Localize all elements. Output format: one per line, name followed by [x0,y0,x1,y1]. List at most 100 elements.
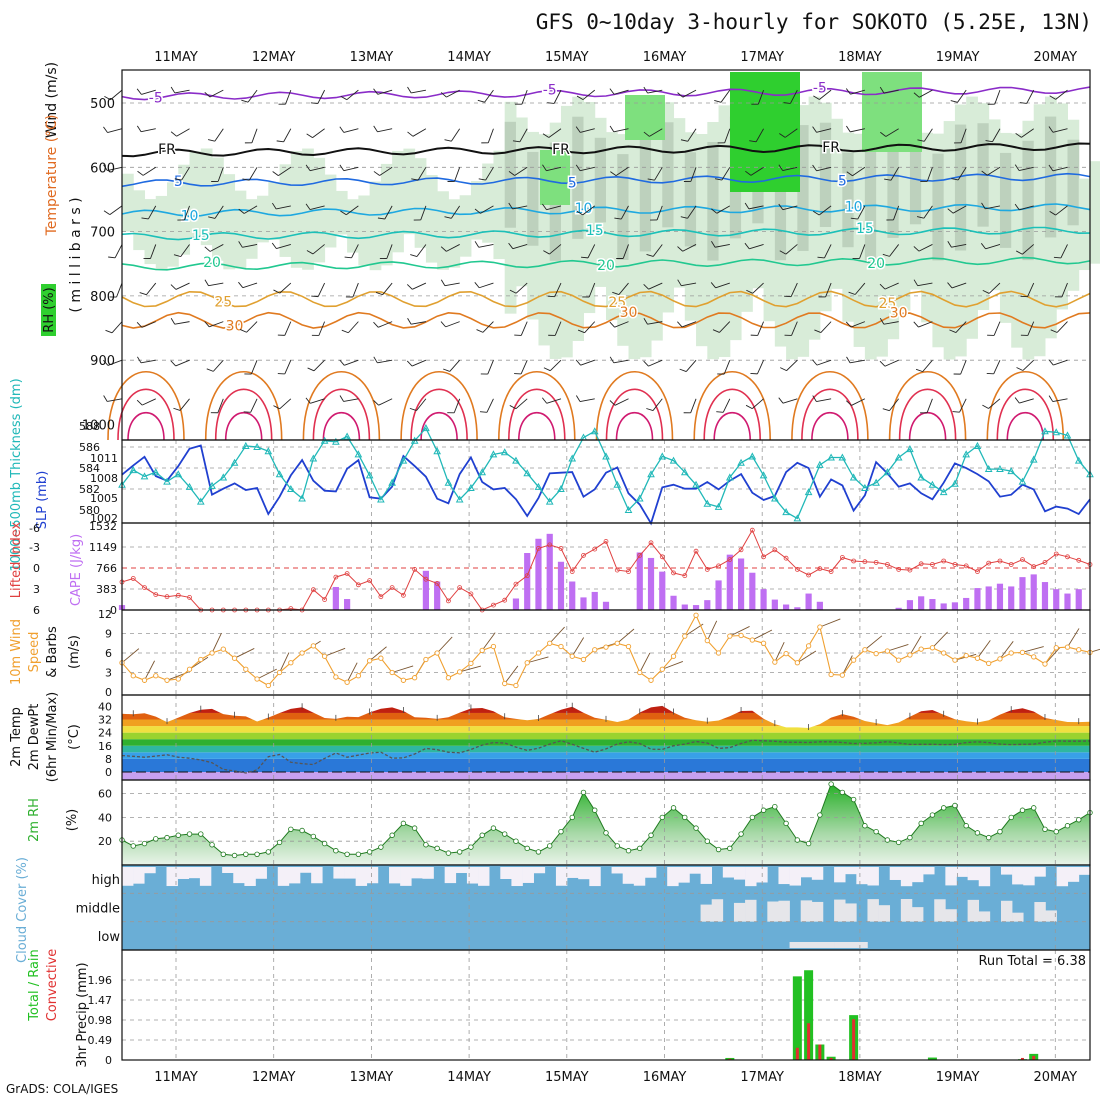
surface-heating-contour [595,371,674,441]
cape-bar [726,554,733,610]
wind-speed-marker [625,643,632,650]
upper-wind-barb [446,89,460,98]
middle-cloud-block [811,901,824,922]
pressure-tick-label: 800 [90,290,115,305]
thickness-marker [264,447,273,455]
cape-bar [816,601,823,610]
surface-wind-barb [279,652,290,673]
slp-axis-label: SLP (mb) [35,471,50,530]
lifted-index-marker [164,594,170,600]
lifted-index-tick-label: 3 [33,583,40,596]
rh-shading [651,96,663,341]
upper-wind-barb [486,398,494,413]
upper-wind-barb [485,167,494,181]
upper-wind-barb [846,356,851,364]
high-cloud-block [400,867,412,886]
surface-wind-barb [256,668,277,680]
upper-wind-barb [778,164,784,171]
upper-wind-barb [1014,203,1020,211]
thickness-marker [883,468,892,476]
thickness-marker [759,471,768,479]
middle-cloud-block [934,899,946,922]
upper-wind-barb [174,178,182,181]
precip-tick-label: 1.47 [88,994,113,1007]
upper-wind-barb [825,282,832,298]
middle-cloud-block [967,899,980,922]
rh-shading [437,191,449,270]
lifted-index-marker [558,546,564,551]
precip-total-bar [792,976,802,1060]
low-cloud-block [834,942,846,948]
thickness-tick-label: 584 [79,462,100,475]
precip-convective-bar [852,1019,856,1060]
precip-total-bar [927,1057,937,1060]
upper-wind-barb [647,321,663,325]
rh-shading [1078,178,1091,271]
upper-wind-barb [879,86,885,94]
upper-wind-barb [790,282,798,297]
upper-wind-barb [1060,244,1068,259]
upper-wind-barb [576,95,584,100]
rh-shading [347,199,359,253]
high-cloud-block [978,867,991,887]
pressure-tick-label: 600 [90,161,115,176]
cape-bar [749,572,756,610]
upper-wind-barb [110,89,123,101]
upper-wind-barb [204,91,211,98]
surface-heating-contour [420,412,458,441]
high-cloud-block [288,867,301,884]
wind-speed-marker [569,653,575,659]
rh-shading [504,121,517,228]
rh-marker [749,814,756,821]
upper-wind-barb [648,282,663,290]
rh-marker [940,805,947,811]
upper-wind-barb [757,89,765,105]
thickness-marker [219,473,228,481]
wind-speed-marker [490,643,497,650]
cape-bar [940,603,947,610]
upper-wind-barb [812,164,817,172]
upper-wind-barb [643,86,648,94]
lifted-index-marker [142,585,147,590]
surface-wind-barb [571,637,585,657]
upper-wind-barb [1048,126,1054,133]
wind-speed-marker [423,656,429,663]
upper-wind-barb [1049,211,1056,216]
upper-wind-barb [780,367,787,372]
thickness-marker [613,480,622,488]
thickness-marker [399,456,408,464]
rh-marker [175,832,181,838]
surface-heating-contour [713,412,751,441]
date-label: 11MAY [154,1070,198,1085]
rh-marker [1064,823,1071,829]
upper-wind-barb [109,205,123,216]
thickness-marker [196,497,205,505]
high-cloud-block [911,867,924,883]
upper-wind-barb [749,140,757,143]
upper-wind-barb [377,89,393,95]
temperature-tick-label: 32 [98,714,112,727]
upper-wind-barb [285,89,292,105]
rh-shading [122,173,134,232]
lifted-index-marker [389,585,395,590]
upper-wind-barb [412,282,427,290]
lifted-index-marker [175,592,181,598]
upper-wind-barb [248,167,258,181]
upper-wind-barb [482,321,494,333]
upper-wind-barb [1050,329,1058,333]
wind-tick-label: 3 [105,667,112,680]
upper-wind-barb [238,281,244,288]
wind-speed-marker [794,660,800,666]
rh-shading [898,102,911,311]
rh-marker [952,802,958,809]
high-cloud-block [1000,867,1013,875]
panel-frame [121,522,1091,611]
wind-speed-marker [366,658,373,664]
wind-speed-marker [164,677,170,683]
thickness-marker [433,447,442,455]
upper-wind-barb [993,321,1001,336]
high-cloud-block [900,867,913,887]
upper-wind-barb [852,166,866,177]
thickness-marker [849,473,858,481]
thickness-marker [1007,467,1016,475]
